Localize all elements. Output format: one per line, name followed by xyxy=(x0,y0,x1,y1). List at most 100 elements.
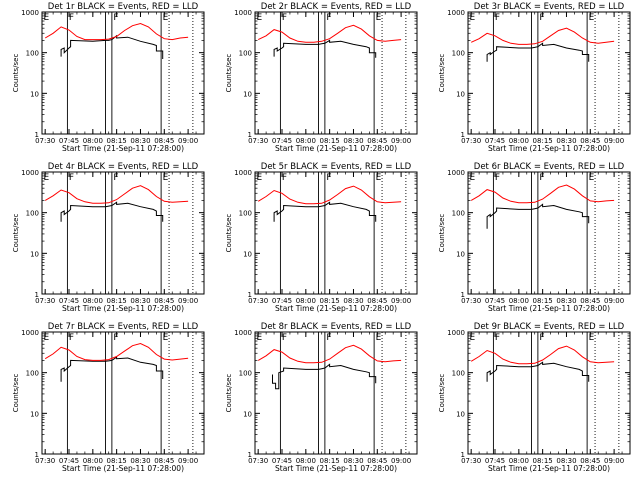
y-tick-label: 1000 xyxy=(234,169,252,177)
x-tick-label: 07:30 xyxy=(248,137,268,145)
y-tick-label: 10 xyxy=(456,90,465,98)
series-line-events xyxy=(486,203,590,229)
x-tick-label: 07:45 xyxy=(59,457,79,465)
y-tick-label: 1000 xyxy=(21,9,39,17)
plot-frame xyxy=(467,331,631,455)
time-marker-label: F xyxy=(495,173,500,183)
chart-panel-3: Det 3r BLACK = Events, RED = LLD 1 10 100 10… xyxy=(438,2,631,153)
y-tick-label: 100 xyxy=(239,210,252,218)
y-tick-label: 100 xyxy=(239,370,252,378)
chart-title: Det 7r BLACK = Events, RED = LLD xyxy=(48,322,199,332)
series-line-lld xyxy=(44,342,189,361)
series-line-events xyxy=(273,39,377,58)
chart-panel-6: Det 6r BLACK = Events, RED = LLD 1 10 100 10… xyxy=(438,162,631,313)
x-tick-label: 07:30 xyxy=(461,457,481,465)
x-tick-label: 09:00 xyxy=(391,297,411,305)
plot-frame xyxy=(254,331,418,455)
x-tick-label: 08:00 xyxy=(83,137,103,145)
x-tick-label: 07:30 xyxy=(461,137,481,145)
x-tick-label: 09:00 xyxy=(178,297,198,305)
time-marker-label: E xyxy=(257,13,263,23)
time-marker-label: F xyxy=(495,333,500,343)
chart-panel-2: Det 2r BLACK = Events, RED = LLD 1 10 100 10… xyxy=(225,2,418,153)
x-axis-label: Start Time (21-Sep-11 07:28:00) xyxy=(488,304,610,313)
series-line-events xyxy=(273,201,377,222)
y-tick-label: 1000 xyxy=(234,9,252,17)
x-tick-label: 08:30 xyxy=(130,457,150,465)
time-marker-label: F xyxy=(282,333,287,343)
plot-frame xyxy=(467,11,631,135)
chart-panel-4: Det 4r BLACK = Events, RED = LLD 1 10 100 10… xyxy=(12,162,205,313)
time-marker-label: F xyxy=(326,13,331,23)
x-tick-label: 08:00 xyxy=(296,137,316,145)
y-tick-label: 1000 xyxy=(447,169,465,177)
series-line-events xyxy=(486,361,590,382)
series-line-lld xyxy=(470,345,615,365)
x-tick-label: 08:30 xyxy=(130,137,150,145)
y-tick-label: 10 xyxy=(456,410,465,418)
y-tick-label: 1 xyxy=(35,451,39,459)
x-tick-label: 07:45 xyxy=(59,137,79,145)
x-tick-label: 08:15 xyxy=(533,137,553,145)
y-axis-label: Counts/sec xyxy=(438,54,446,93)
x-axis-label: Start Time (21-Sep-11 07:28:00) xyxy=(275,144,397,153)
x-tick-label: 08:15 xyxy=(107,297,127,305)
chart-panel-1: Det 1r BLACK = Events, RED = LLD 1 10 100 10… xyxy=(12,2,205,153)
x-tick-label: 08:45 xyxy=(580,457,600,465)
x-tick-label: 08:00 xyxy=(296,457,316,465)
x-tick-label: 08:15 xyxy=(320,137,340,145)
chart-panel-9: Det 9r BLACK = Events, RED = LLD 1 10 100 10… xyxy=(438,322,631,473)
chart-title: Det 6r BLACK = Events, RED = LLD xyxy=(474,162,625,172)
x-tick-label: 07:30 xyxy=(248,457,268,465)
x-tick-label: 08:00 xyxy=(509,137,529,145)
time-marker-label: F xyxy=(69,333,74,343)
y-axis-label: Counts/sec xyxy=(225,54,233,93)
y-tick-label: 1 xyxy=(35,291,39,299)
time-marker-label: E xyxy=(470,173,476,183)
series-line-lld xyxy=(470,27,615,45)
time-marker-label: E xyxy=(470,333,476,343)
time-marker-label: E xyxy=(257,333,263,343)
y-tick-label: 10 xyxy=(243,90,252,98)
y-tick-label: 1 xyxy=(461,291,465,299)
y-tick-label: 10 xyxy=(456,250,465,258)
time-marker-label: E xyxy=(589,333,595,343)
time-marker-label: E xyxy=(44,13,50,23)
time-marker-label: F xyxy=(113,173,118,183)
y-tick-label: 1 xyxy=(248,131,252,139)
time-marker-label: E xyxy=(470,13,476,23)
chart-title: Det 5r BLACK = Events, RED = LLD xyxy=(261,162,412,172)
x-tick-label: 08:15 xyxy=(107,457,127,465)
x-tick-label: 09:00 xyxy=(178,457,198,465)
x-tick-label: 09:00 xyxy=(178,137,198,145)
y-tick-label: 1 xyxy=(461,131,465,139)
y-tick-label: 1000 xyxy=(234,329,252,337)
time-marker-label: E xyxy=(376,333,382,343)
series-line-events xyxy=(272,363,377,390)
x-axis-label: Start Time (21-Sep-11 07:28:00) xyxy=(275,304,397,313)
y-tick-label: 100 xyxy=(26,210,39,218)
time-marker-label: F xyxy=(69,173,74,183)
y-tick-label: 10 xyxy=(243,250,252,258)
series-line-lld xyxy=(44,185,189,204)
x-tick-label: 08:30 xyxy=(343,457,363,465)
x-tick-label: 07:45 xyxy=(272,457,292,465)
x-tick-label: 07:45 xyxy=(272,297,292,305)
y-tick-label: 100 xyxy=(452,210,465,218)
x-tick-label: 08:30 xyxy=(556,137,576,145)
x-tick-label: 08:45 xyxy=(154,297,174,305)
y-tick-label: 100 xyxy=(26,50,39,58)
time-marker-label: F xyxy=(326,333,331,343)
x-axis-label: Start Time (21-Sep-11 07:28:00) xyxy=(488,464,610,473)
y-tick-label: 1000 xyxy=(21,329,39,337)
x-tick-label: 09:00 xyxy=(604,457,624,465)
plot-frame xyxy=(41,331,205,455)
x-tick-label: 08:15 xyxy=(107,137,127,145)
x-tick-label: 08:30 xyxy=(556,297,576,305)
x-tick-label: 07:30 xyxy=(35,457,55,465)
y-tick-label: 100 xyxy=(452,50,465,58)
x-tick-label: 07:30 xyxy=(248,297,268,305)
time-marker-label: E xyxy=(163,13,169,23)
time-marker-label: E xyxy=(163,173,169,183)
x-tick-label: 07:30 xyxy=(35,137,55,145)
